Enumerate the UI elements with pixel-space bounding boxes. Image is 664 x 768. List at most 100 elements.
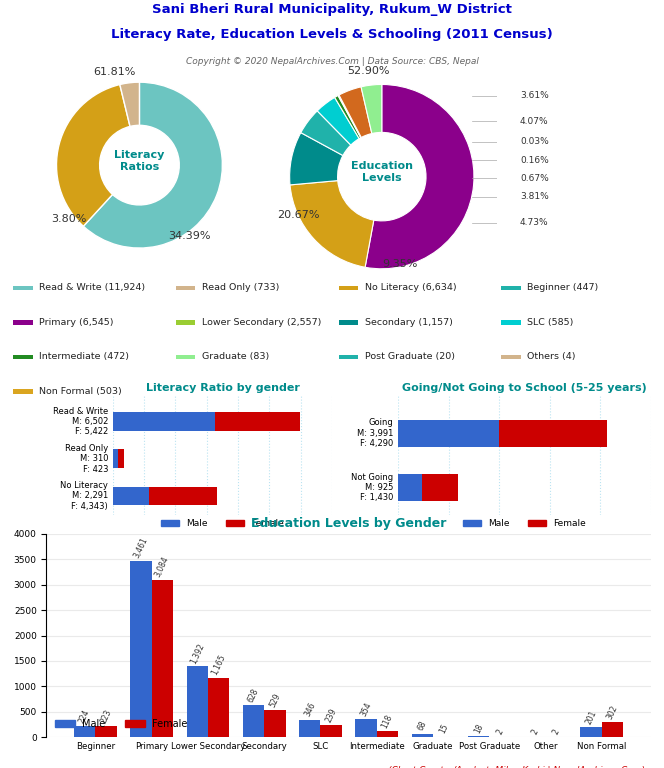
Bar bbox=[176, 355, 195, 359]
Text: 302: 302 bbox=[606, 703, 620, 720]
Text: 2: 2 bbox=[495, 727, 505, 736]
Legend: Male, Female: Male, Female bbox=[459, 515, 590, 531]
Wedge shape bbox=[339, 87, 372, 137]
Text: 3,461: 3,461 bbox=[132, 536, 149, 560]
Bar bbox=[339, 355, 358, 359]
Bar bbox=[176, 320, 195, 325]
Bar bbox=[264, 710, 286, 737]
Wedge shape bbox=[338, 95, 361, 137]
Bar bbox=[501, 286, 521, 290]
Bar bbox=[339, 286, 358, 290]
Wedge shape bbox=[335, 95, 361, 138]
Wedge shape bbox=[56, 84, 130, 227]
Title: Education Levels by Gender: Education Levels by Gender bbox=[251, 517, 446, 530]
Text: 3.61%: 3.61% bbox=[520, 91, 548, 100]
Text: 0.67%: 0.67% bbox=[520, 174, 548, 183]
Bar bbox=[176, 286, 195, 290]
Legend: Male, Female: Male, Female bbox=[157, 515, 288, 531]
Bar bbox=[74, 726, 96, 737]
Bar bbox=[321, 725, 342, 737]
Text: 20.67%: 20.67% bbox=[278, 210, 320, 220]
Bar bbox=[422, 474, 457, 501]
Bar bbox=[602, 722, 623, 737]
Text: Copyright © 2020 NepalArchives.Com | Data Source: CBS, Nepal: Copyright © 2020 NepalArchives.Com | Dat… bbox=[185, 57, 479, 66]
Text: 34.39%: 34.39% bbox=[168, 230, 210, 240]
Text: Intermediate (472): Intermediate (472) bbox=[39, 353, 129, 361]
Text: 61.81%: 61.81% bbox=[94, 68, 135, 78]
Title: Literacy Ratio by gender: Literacy Ratio by gender bbox=[145, 383, 299, 393]
Bar bbox=[499, 420, 608, 447]
Text: Sani Bheri Rural Municipality, Rukum_W District: Sani Bheri Rural Municipality, Rukum_W D… bbox=[152, 4, 512, 16]
Text: 9.35%: 9.35% bbox=[382, 259, 418, 270]
Bar bbox=[130, 561, 151, 737]
Text: 3,084: 3,084 bbox=[153, 555, 171, 579]
Bar bbox=[376, 731, 398, 737]
Text: Beginner (447): Beginner (447) bbox=[527, 283, 598, 293]
Bar bbox=[214, 412, 299, 431]
Text: Graduate (83): Graduate (83) bbox=[202, 353, 269, 361]
Bar bbox=[398, 420, 499, 447]
Bar bbox=[96, 726, 117, 737]
Text: 628: 628 bbox=[246, 687, 260, 703]
Text: 239: 239 bbox=[324, 707, 338, 723]
Text: 2: 2 bbox=[530, 727, 540, 736]
Wedge shape bbox=[339, 95, 361, 137]
Bar bbox=[113, 412, 214, 431]
Bar bbox=[113, 449, 118, 468]
Text: 3.80%: 3.80% bbox=[51, 214, 86, 224]
Bar bbox=[501, 320, 521, 325]
Bar bbox=[355, 720, 376, 737]
Bar bbox=[299, 720, 321, 737]
Text: Literacy Rate, Education Levels & Schooling (2011 Census): Literacy Rate, Education Levels & School… bbox=[111, 28, 553, 41]
Bar bbox=[13, 389, 33, 393]
Title: Going/Not Going to School (5-25 years): Going/Not Going to School (5-25 years) bbox=[402, 383, 647, 393]
Text: 4.07%: 4.07% bbox=[520, 117, 548, 126]
Text: 52.90%: 52.90% bbox=[347, 65, 389, 76]
Text: 68: 68 bbox=[416, 720, 428, 733]
Text: 1,165: 1,165 bbox=[210, 653, 227, 677]
Wedge shape bbox=[317, 98, 359, 145]
Text: Education
Levels: Education Levels bbox=[351, 161, 413, 183]
Text: SLC (585): SLC (585) bbox=[527, 318, 574, 326]
Bar bbox=[118, 449, 124, 468]
Text: Lower Secondary (2,557): Lower Secondary (2,557) bbox=[202, 318, 321, 326]
Text: 3.81%: 3.81% bbox=[520, 193, 548, 201]
Text: 223: 223 bbox=[99, 707, 113, 724]
Bar bbox=[187, 667, 208, 737]
Wedge shape bbox=[365, 84, 474, 269]
Bar bbox=[113, 487, 149, 505]
Bar bbox=[13, 320, 33, 325]
Text: 346: 346 bbox=[303, 701, 317, 718]
Text: Read & Write (11,924): Read & Write (11,924) bbox=[39, 283, 145, 293]
Text: 224: 224 bbox=[78, 707, 92, 724]
Wedge shape bbox=[361, 84, 382, 134]
Text: Literacy
Ratios: Literacy Ratios bbox=[114, 151, 165, 172]
Bar bbox=[13, 286, 33, 290]
Bar bbox=[208, 678, 229, 737]
Text: 4.73%: 4.73% bbox=[520, 218, 548, 227]
Text: Secondary (1,157): Secondary (1,157) bbox=[365, 318, 452, 326]
Text: 2: 2 bbox=[551, 727, 561, 736]
Text: 118: 118 bbox=[380, 713, 394, 730]
Bar bbox=[501, 355, 521, 359]
Text: 15: 15 bbox=[438, 723, 450, 735]
Text: 18: 18 bbox=[473, 723, 485, 735]
Text: No Literacy (6,634): No Literacy (6,634) bbox=[365, 283, 456, 293]
Wedge shape bbox=[120, 82, 139, 127]
Text: Non Formal (503): Non Formal (503) bbox=[39, 386, 122, 396]
Text: 201: 201 bbox=[584, 709, 598, 726]
Bar bbox=[13, 355, 33, 359]
Text: Post Graduate (20): Post Graduate (20) bbox=[365, 353, 455, 361]
Wedge shape bbox=[84, 82, 222, 248]
Bar bbox=[149, 487, 216, 505]
Bar bbox=[339, 320, 358, 325]
Wedge shape bbox=[290, 180, 374, 267]
Bar bbox=[151, 581, 173, 737]
Text: 354: 354 bbox=[359, 700, 373, 718]
Text: 529: 529 bbox=[268, 692, 282, 709]
Wedge shape bbox=[301, 111, 351, 156]
Text: Primary (6,545): Primary (6,545) bbox=[39, 318, 114, 326]
Wedge shape bbox=[290, 133, 343, 185]
Bar bbox=[412, 733, 433, 737]
Text: (Chart Creator/Analyst: Milan Karki | NepalArchives.Com): (Chart Creator/Analyst: Milan Karki | Ne… bbox=[388, 766, 645, 768]
